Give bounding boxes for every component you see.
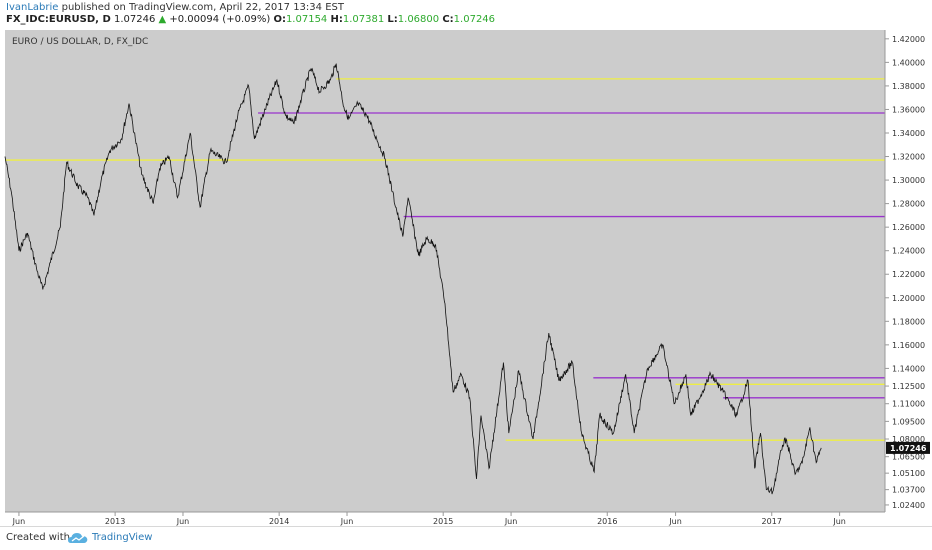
- y-tick-label: 1.28000: [892, 200, 925, 209]
- price-chart[interactable]: EURO / US DOLLAR, D, FX_IDC 1.42000 1.400…: [0, 28, 932, 526]
- y-tick-label: 1.38000: [892, 82, 925, 91]
- y-tick-label: 1.22000: [892, 270, 925, 279]
- y-tick-label: 1.14000: [892, 364, 925, 373]
- low-label: L:: [387, 14, 398, 25]
- tradingview-link[interactable]: TradingView: [92, 532, 153, 543]
- y-tick-label: 1.09500: [892, 417, 925, 426]
- x-tick-label: 2014: [269, 517, 289, 526]
- close-label: C:: [442, 14, 454, 25]
- y-tick-label: 1.11000: [892, 400, 925, 409]
- x-tick-label: Jun: [668, 517, 682, 526]
- y-tick-label: 1.12500: [892, 382, 925, 391]
- chart-area[interactable]: EURO / US DOLLAR, D, FX_IDC 1.42000 1.400…: [0, 28, 932, 526]
- x-tick-label: Jun: [832, 517, 846, 526]
- y-tick-label: 1.34000: [892, 129, 925, 138]
- x-tick-label: 2015: [433, 517, 453, 526]
- chart-title: EURO / US DOLLAR, D, FX_IDC: [12, 37, 148, 47]
- last-price-tag: 1.07246: [886, 441, 930, 454]
- y-tick-label: 1.06500: [892, 453, 925, 462]
- close-value: 1.07246: [453, 14, 496, 25]
- tradingview-cloud-icon[interactable]: [68, 532, 88, 544]
- y-tick-label: 1.26000: [892, 223, 925, 232]
- up-triangle-icon: ▲: [158, 14, 167, 25]
- x-tick-label: Jun: [340, 517, 354, 526]
- x-tick-label: 2017: [762, 517, 782, 526]
- y-tick-label: 1.05100: [892, 469, 925, 478]
- y-tick-label: 1.32000: [892, 153, 925, 162]
- x-tick-label: 2016: [597, 517, 617, 526]
- x-tick-label: Jun: [176, 517, 190, 526]
- y-tick-label: 1.42000: [892, 35, 925, 44]
- open-value: 1.07154: [285, 14, 328, 25]
- eurusd-price-line: [4, 63, 822, 495]
- y-tick-label: 1.16000: [892, 341, 925, 350]
- y-tick-label: 1.30000: [892, 176, 925, 185]
- x-tick-label: Jun: [504, 517, 518, 526]
- author-link[interactable]: IvanLabrie: [6, 2, 59, 13]
- high-label: H:: [330, 14, 343, 25]
- y-tick-label: 1.02400: [892, 501, 925, 510]
- footer: Created with TradingView: [0, 526, 932, 550]
- publish-line: IvanLabrie published on TradingView.com,…: [6, 2, 344, 13]
- created-with-text: Created with: [6, 532, 70, 543]
- price-axis[interactable]: 1.42000 1.40000 1.38000 1.36000 1.34000 1.320…: [884, 30, 925, 512]
- x-tick-label: Jun: [12, 517, 26, 526]
- ohlc-line: FX_IDC:EURUSD, D 1.07246 ▲ +0.00094 (+0.…: [6, 14, 495, 25]
- y-tick-label: 1.40000: [892, 58, 925, 67]
- price-series: [4, 63, 822, 495]
- y-tick-label: 1.03700: [892, 486, 925, 495]
- level-lines: [5, 78, 885, 441]
- last-price: 1.07246: [113, 14, 156, 25]
- y-tick-label: 1.20000: [892, 294, 925, 303]
- y-tick-label: 1.36000: [892, 105, 925, 114]
- y-tick-label: 1.24000: [892, 247, 925, 256]
- price-change: +0.00094 (+0.09%): [169, 14, 271, 25]
- x-tick-label: 2013: [105, 517, 125, 526]
- symbol-label: FX_IDC:EURUSD, D: [6, 14, 111, 25]
- y-tick-label: 1.18000: [892, 317, 925, 326]
- plot-background: [5, 30, 885, 512]
- open-label: O:: [273, 14, 286, 25]
- low-value: 1.06800: [397, 14, 440, 25]
- y-tick-label: 1.08000: [892, 435, 925, 444]
- chart-header: IvanLabrie published on TradingView.com,…: [0, 0, 932, 28]
- time-axis[interactable]: Jun 2013 Jun 2014 Jun 2015 Jun 2016 Jun 2017 Jun: [5, 511, 885, 526]
- published-text: published on TradingView.com, April 22, …: [58, 2, 344, 13]
- high-value: 1.07381: [342, 14, 385, 25]
- last-price-tag-label: 1.07246: [890, 444, 927, 453]
